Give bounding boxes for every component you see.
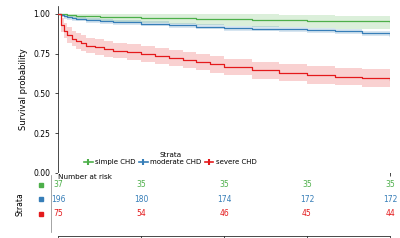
Text: 35: 35 bbox=[219, 180, 229, 189]
Text: 35: 35 bbox=[385, 180, 395, 189]
Text: 172: 172 bbox=[300, 195, 314, 204]
Text: 45: 45 bbox=[302, 209, 312, 218]
Text: 196: 196 bbox=[51, 195, 65, 204]
Text: 174: 174 bbox=[217, 195, 231, 204]
Text: 44: 44 bbox=[385, 209, 395, 218]
Legend: simple CHD, moderate CHD, severe CHD: simple CHD, moderate CHD, severe CHD bbox=[81, 149, 259, 168]
Text: 35: 35 bbox=[136, 180, 146, 189]
Text: 35: 35 bbox=[302, 180, 312, 189]
Text: Number at risk: Number at risk bbox=[58, 174, 112, 180]
Text: 46: 46 bbox=[219, 209, 229, 218]
Text: Strata: Strata bbox=[15, 193, 24, 216]
Text: 54: 54 bbox=[136, 209, 146, 218]
Text: 75: 75 bbox=[53, 209, 63, 218]
Y-axis label: Survival probability: Survival probability bbox=[19, 49, 28, 130]
Text: 37: 37 bbox=[53, 180, 63, 189]
Text: 172: 172 bbox=[383, 195, 397, 204]
Text: 180: 180 bbox=[134, 195, 148, 204]
